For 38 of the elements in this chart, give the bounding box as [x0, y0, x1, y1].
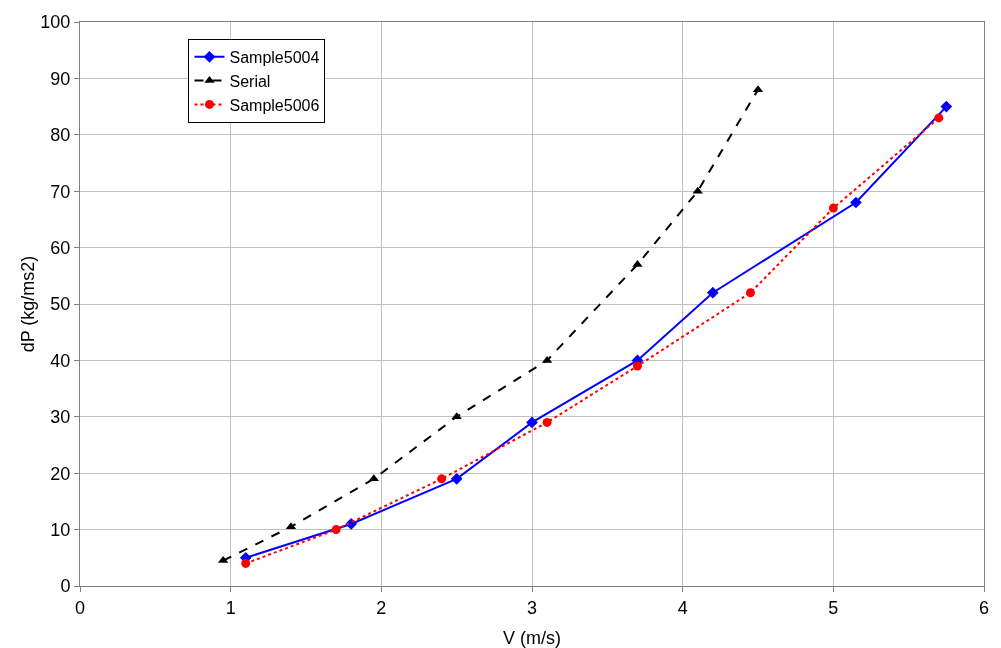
legend-label: Serial: [229, 72, 271, 90]
x-tick-label: 6: [978, 597, 990, 618]
legend-label: Sample5006: [229, 96, 320, 114]
y-tick-label: 30: [50, 407, 71, 428]
point: [542, 417, 552, 427]
x-tick-label: 0: [74, 597, 86, 618]
x-tick-label: 3: [526, 597, 538, 618]
y-tick-label: 100: [40, 12, 71, 33]
y-tick-label: 60: [50, 237, 71, 258]
point: [368, 474, 379, 482]
y-tick-label: 20: [50, 463, 71, 484]
point: [331, 525, 341, 535]
y-tick-label: 50: [50, 294, 71, 315]
point: [828, 203, 838, 213]
y-tick-label: 90: [50, 68, 71, 89]
x-tick-label: 1: [225, 597, 236, 618]
point: [241, 558, 251, 568]
point: [940, 100, 953, 113]
point: [437, 474, 447, 484]
y-tick-label: 80: [50, 125, 71, 146]
legend-label: Sample5004: [229, 49, 320, 67]
point: [745, 288, 755, 298]
y-tick-label: 70: [50, 181, 71, 202]
x-axis-title: V (m/s): [503, 628, 561, 648]
x-tick-label: 2: [376, 597, 387, 618]
point: [451, 412, 462, 420]
y-tick-label: 0: [60, 576, 71, 597]
point: [934, 113, 944, 123]
y-axis-title: dP (kg/ms2): [18, 255, 38, 353]
point: [450, 472, 463, 485]
x-tick-label: 4: [677, 597, 688, 618]
x-tick-label: 5: [828, 597, 839, 618]
point: [850, 196, 862, 209]
y-tick-label: 10: [50, 519, 71, 540]
y-tick-label: 40: [50, 350, 71, 371]
point: [706, 286, 719, 299]
point: [526, 416, 538, 429]
point: [632, 361, 642, 371]
